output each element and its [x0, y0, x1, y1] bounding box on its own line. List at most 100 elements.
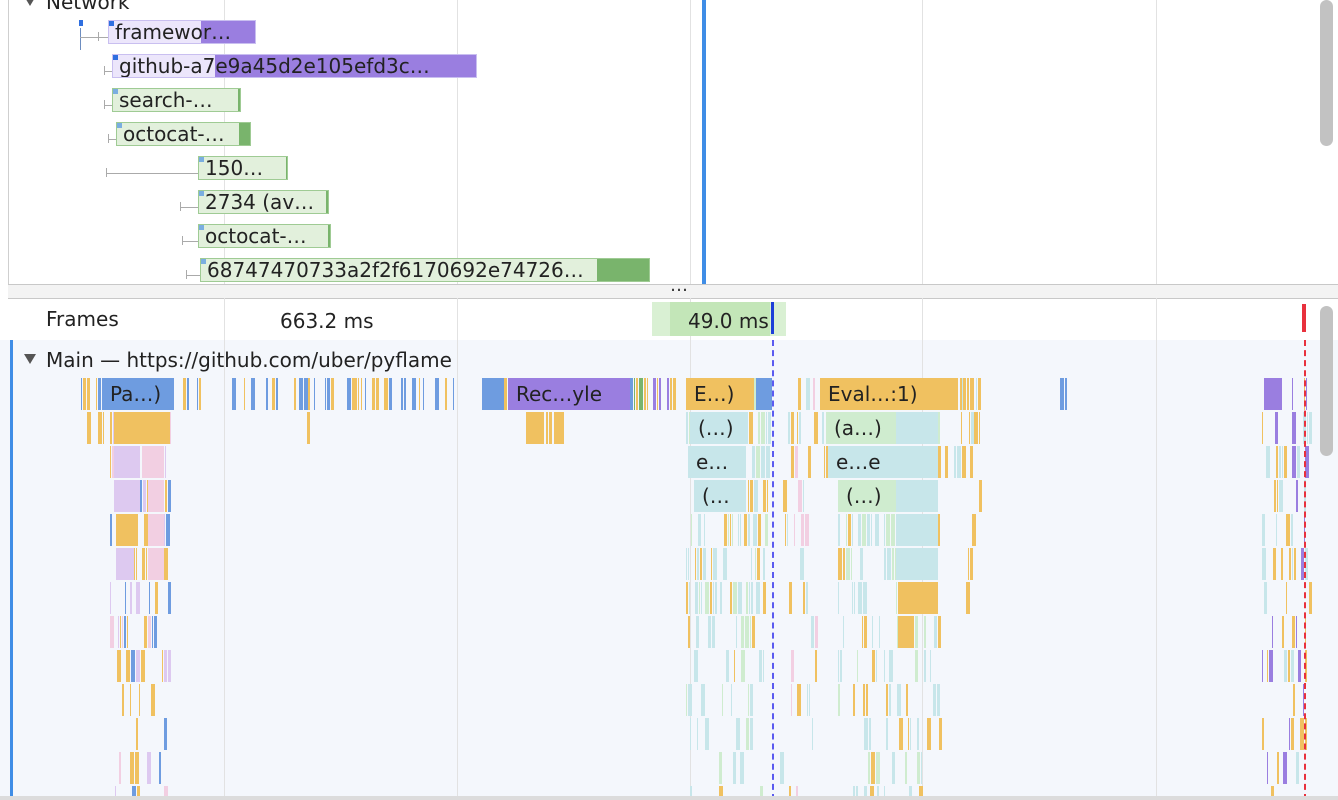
- flame-slice[interactable]: [110, 582, 111, 614]
- flame-slice[interactable]: [886, 514, 890, 546]
- flame-slice[interactable]: [168, 582, 171, 614]
- flame-slice[interactable]: [1289, 548, 1291, 580]
- flame-slice[interactable]: [972, 514, 976, 546]
- network-request[interactable]: 68747470733a2f2f6170692e74726…: [200, 258, 650, 282]
- flame-slice[interactable]: [960, 378, 962, 410]
- flame-slice[interactable]: [653, 378, 656, 410]
- flame-slice[interactable]: [979, 480, 982, 512]
- flame-slice[interactable]: [705, 582, 709, 614]
- flame-slice[interactable]: [636, 378, 638, 410]
- flame-slice[interactable]: [634, 378, 635, 410]
- flame-slice[interactable]: [876, 650, 877, 682]
- flame-slice[interactable]: [724, 514, 727, 546]
- flame-slice[interactable]: [806, 378, 810, 410]
- flame-slice[interactable]: [1274, 480, 1276, 512]
- flame-slice[interactable]: [761, 446, 765, 478]
- flame-slice[interactable]: [697, 548, 699, 580]
- flame-slice[interactable]: [670, 378, 672, 410]
- flame-slice[interactable]: [1305, 548, 1308, 580]
- flame-slice[interactable]: [838, 684, 840, 716]
- flame-slice[interactable]: [824, 446, 825, 478]
- flame-slice[interactable]: [710, 582, 712, 614]
- flame-slice[interactable]: [763, 650, 764, 682]
- flame-slice[interactable]: [164, 548, 168, 580]
- flame-slice[interactable]: [657, 378, 658, 410]
- flame-slice[interactable]: [1264, 582, 1267, 614]
- flame-slice[interactable]: [733, 582, 737, 614]
- flame-slice[interactable]: [763, 480, 766, 512]
- flame-slice[interactable]: [110, 412, 112, 444]
- flame-slice[interactable]: [1296, 480, 1298, 512]
- flame-slice[interactable]: [110, 616, 114, 648]
- flame-slice[interactable]: [750, 616, 751, 648]
- flame-slice[interactable]: [116, 514, 138, 546]
- flame-slice[interactable]: [896, 480, 938, 512]
- flame-slice[interactable]: [749, 582, 750, 614]
- flame-slice[interactable]: [751, 582, 753, 614]
- flame-slice[interactable]: [126, 650, 130, 682]
- flame-slice[interactable]: [974, 412, 978, 444]
- flame-slice[interactable]: [1266, 446, 1270, 478]
- flame-slice[interactable]: [917, 718, 919, 750]
- flame-slice[interactable]: [1267, 650, 1268, 682]
- flame-slice[interactable]: [376, 378, 379, 410]
- flame-slice[interactable]: [294, 378, 296, 410]
- flame-block[interactable]: Rec…yle: [508, 378, 630, 410]
- flame-slice[interactable]: [162, 650, 163, 682]
- flame-slice[interactable]: [686, 412, 688, 444]
- flame-slice[interactable]: [722, 684, 723, 716]
- flame-slice[interactable]: [924, 650, 926, 682]
- flame-slice[interactable]: [887, 548, 891, 580]
- flame-slice[interactable]: [142, 548, 145, 580]
- flame-slice[interactable]: [1276, 446, 1278, 478]
- flame-slice[interactable]: [686, 582, 688, 614]
- flame-slice[interactable]: [730, 582, 732, 614]
- flame-slice[interactable]: [122, 616, 123, 648]
- flame-slice[interactable]: [1305, 650, 1307, 682]
- flame-slice[interactable]: [734, 650, 735, 682]
- flame-slice[interactable]: [749, 412, 753, 444]
- flame-slice[interactable]: [738, 582, 742, 614]
- flame-slice[interactable]: [906, 684, 908, 716]
- flame-slice[interactable]: [251, 378, 255, 410]
- flame-slice[interactable]: [98, 412, 102, 444]
- flame-slice[interactable]: [730, 514, 731, 546]
- flame-slice[interactable]: [899, 718, 903, 750]
- flame-slice[interactable]: [165, 480, 167, 512]
- flame-slice[interactable]: [791, 412, 794, 444]
- flame-slice[interactable]: [148, 514, 164, 546]
- flame-slice[interactable]: [748, 514, 750, 546]
- flame-slice[interactable]: [886, 684, 888, 716]
- flame-slice[interactable]: [1281, 548, 1283, 580]
- flame-slice[interactable]: [698, 514, 701, 546]
- flame-slice[interactable]: [1277, 752, 1279, 784]
- flame-slice[interactable]: [763, 548, 765, 580]
- flame-slice[interactable]: [915, 650, 918, 682]
- flame-slice[interactable]: [748, 684, 749, 716]
- flame-slice[interactable]: [765, 514, 768, 546]
- flame-slice[interactable]: [848, 514, 851, 546]
- flame-slice[interactable]: [736, 616, 737, 648]
- flame-slice[interactable]: [696, 616, 699, 648]
- flame-slice[interactable]: [954, 446, 956, 478]
- flame-slice[interactable]: [1291, 514, 1293, 546]
- flame-slice[interactable]: [110, 514, 112, 546]
- flame-slice[interactable]: [754, 480, 758, 512]
- flame-slice[interactable]: [122, 684, 124, 716]
- flame-slice[interactable]: [142, 412, 170, 444]
- flame-slice[interactable]: [889, 650, 893, 682]
- flame-slice[interactable]: [154, 616, 157, 648]
- flame-slice[interactable]: [741, 650, 745, 682]
- flame-slice[interactable]: [746, 582, 748, 614]
- flame-slice[interactable]: [740, 752, 744, 784]
- flame-slice[interactable]: [795, 446, 798, 478]
- flame-slice[interactable]: [930, 650, 931, 682]
- flame-slice[interactable]: [740, 514, 741, 546]
- flame-slice[interactable]: [957, 446, 961, 478]
- flame-slice[interactable]: [868, 752, 870, 784]
- flame-slice[interactable]: [143, 480, 146, 512]
- flame-slice[interactable]: [924, 616, 926, 648]
- flame-slice[interactable]: [384, 378, 388, 410]
- flame-slice[interactable]: [713, 548, 717, 580]
- flame-slice[interactable]: [1273, 548, 1276, 580]
